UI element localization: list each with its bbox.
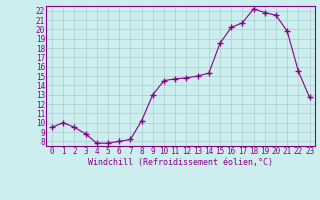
X-axis label: Windchill (Refroidissement éolien,°C): Windchill (Refroidissement éolien,°C) [88, 158, 273, 167]
